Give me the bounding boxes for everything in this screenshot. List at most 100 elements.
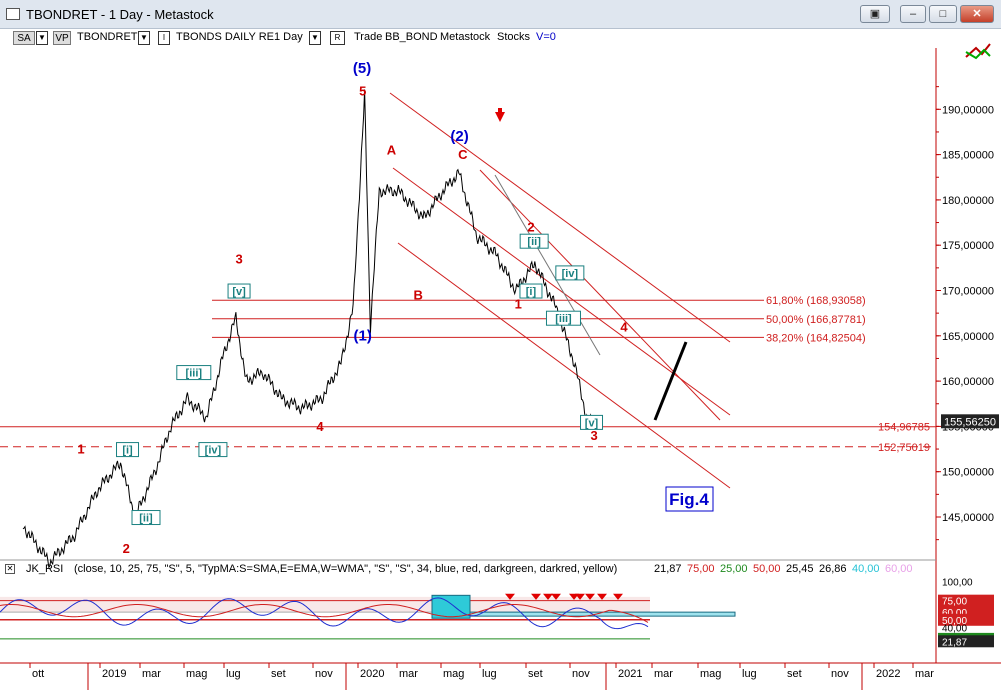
wave-label: 5 (359, 84, 366, 99)
x-tick-label: mag (700, 668, 721, 680)
rsi-axis-label: 100,00 (942, 578, 973, 589)
refresh-icon[interactable]: R (330, 31, 345, 45)
wave-label: [ii] (139, 513, 153, 525)
y-tick-label: 165,00000 (942, 331, 994, 343)
level-label: 154,96785 (878, 422, 930, 434)
wave-label: [i] (526, 286, 537, 298)
wave-label: [iv] (205, 445, 222, 457)
level-label: 152,75019 (878, 442, 930, 454)
restore-toolbar-button[interactable]: ▣ (860, 5, 890, 23)
x-tick-label: set (528, 668, 543, 680)
wave-label: (1) (354, 327, 372, 344)
trade-name: BB_BOND (385, 31, 438, 43)
rsi-value-7: 40,00 (852, 563, 880, 575)
source-label: Metastock (440, 31, 491, 43)
wave-label: [i] (122, 445, 133, 457)
x-tick-label: 2022 (876, 668, 900, 680)
x-tick-label: nov (831, 668, 849, 680)
rsi-signal-arrow-icon (531, 593, 541, 600)
wave-label: 1 (77, 442, 84, 457)
chart-toolbar: SA ▼ VP TBONDRET ▼ I TBONDS DAILY RE 1 D… (0, 29, 1001, 48)
y-tick-label: 160,00000 (942, 376, 994, 388)
wave-label: 2 (527, 220, 534, 235)
wave-label-box (227, 283, 251, 299)
wave-label-box (545, 310, 581, 326)
x-tick-label: 2020 (360, 668, 384, 680)
sa-dropdown-icon[interactable]: ▼ (36, 31, 48, 45)
rsi-signal-arrow-icon (575, 593, 585, 600)
security-name: TBONDS DAILY RE (176, 31, 275, 43)
channel-line (479, 169, 721, 421)
x-tick-label: mag (443, 668, 464, 680)
wave-label: (2) (450, 128, 468, 145)
last-price-label: 155,56250 (944, 416, 996, 428)
x-tick-label: 2021 (618, 668, 642, 680)
market-label: Stocks (497, 31, 531, 43)
x-tick-label: nov (315, 668, 333, 680)
minimize-button[interactable]: – (900, 5, 926, 23)
period-dropdown-icon[interactable]: ▼ (309, 31, 321, 45)
symbol-dropdown-icon[interactable]: ▼ (138, 31, 150, 45)
y-tick-label: 145,00000 (942, 512, 994, 524)
sa-button[interactable]: SA (13, 31, 35, 45)
rsi-header: ✕ JK_RSI (close, 10, 25, 75, "S", 5, "Ty… (0, 561, 936, 578)
close-indicator-icon[interactable]: ✕ (5, 564, 15, 574)
chart-tool-icon-line (965, 48, 991, 60)
period-label[interactable]: 1 Day (274, 31, 303, 43)
wave-label: 3 (235, 251, 242, 266)
rsi-signal-arrow-icon (543, 593, 553, 600)
x-tick-label: mag (186, 668, 207, 680)
close-button[interactable]: ✕ (960, 5, 994, 23)
rsi-value-8: 60,00 (885, 563, 913, 575)
rsi-axis-badge (938, 635, 994, 648)
last-price-badge (941, 414, 999, 429)
rsi-axis-label: 60,00 (942, 608, 967, 619)
wave-label-box (176, 365, 212, 381)
rsi-axis-label: 40,00 (942, 623, 967, 634)
fib-level-label: 61,80% (168,93058) (766, 295, 866, 307)
security-list-icon[interactable]: I (158, 31, 170, 45)
rsi-axis-label: 75,00 (942, 597, 967, 608)
rsi-name[interactable]: JK_RSI (26, 563, 64, 575)
rsi-overbought-zone (0, 596, 650, 613)
maximize-button[interactable]: □ (929, 5, 957, 23)
y-tick-label: 190,00000 (942, 104, 994, 116)
window-title: TBONDRET - 1 Day - Metastock (26, 7, 214, 22)
app-icon[interactable] (6, 8, 20, 20)
y-tick-label: 175,00000 (942, 240, 994, 252)
x-tick-label: ott (32, 668, 44, 680)
wave-label: [iv] (562, 268, 579, 280)
x-tick-label: set (787, 668, 802, 680)
rsi-axis-badge (938, 613, 994, 626)
rsi-highlight-box (431, 594, 471, 619)
rsi-signal-arrow-icon (551, 593, 561, 600)
volume-label: V=0 (536, 31, 556, 43)
wave-label: A (387, 143, 397, 158)
symbol-label[interactable]: TBONDRET (77, 31, 138, 43)
trade-label: Trade (354, 31, 383, 43)
rsi-signal-arrow-icon (505, 593, 515, 600)
wave-label: 4 (620, 319, 628, 334)
wave-label-box (580, 414, 604, 430)
rsi-axis-label: 50,00 (942, 616, 967, 627)
x-tick-label: 2019 (102, 668, 126, 680)
x-tick-label: mar (142, 668, 161, 680)
down-arrow-stem (498, 108, 502, 113)
wave-label: B (413, 288, 422, 303)
y-tick-label: 170,00000 (942, 286, 994, 298)
wave-label: [v] (585, 417, 599, 429)
wave-label: [iii] (555, 313, 572, 325)
rsi-value-5: 25,45 (786, 563, 814, 575)
vp-button[interactable]: VP (53, 31, 71, 45)
wave-label-box (116, 442, 140, 458)
rsi-signal-arrow-icon (613, 593, 623, 600)
wave-label-box (198, 442, 228, 458)
wave-label: (5) (353, 60, 371, 77)
fib-level-label: 38,20% (164,82504) (766, 332, 866, 344)
wave-label: C (458, 147, 468, 162)
wave-label-box (131, 510, 161, 526)
rsi-value-2: 75,00 (687, 563, 715, 575)
wave-label: [iii] (186, 368, 203, 380)
x-tick-label: mar (915, 668, 934, 680)
